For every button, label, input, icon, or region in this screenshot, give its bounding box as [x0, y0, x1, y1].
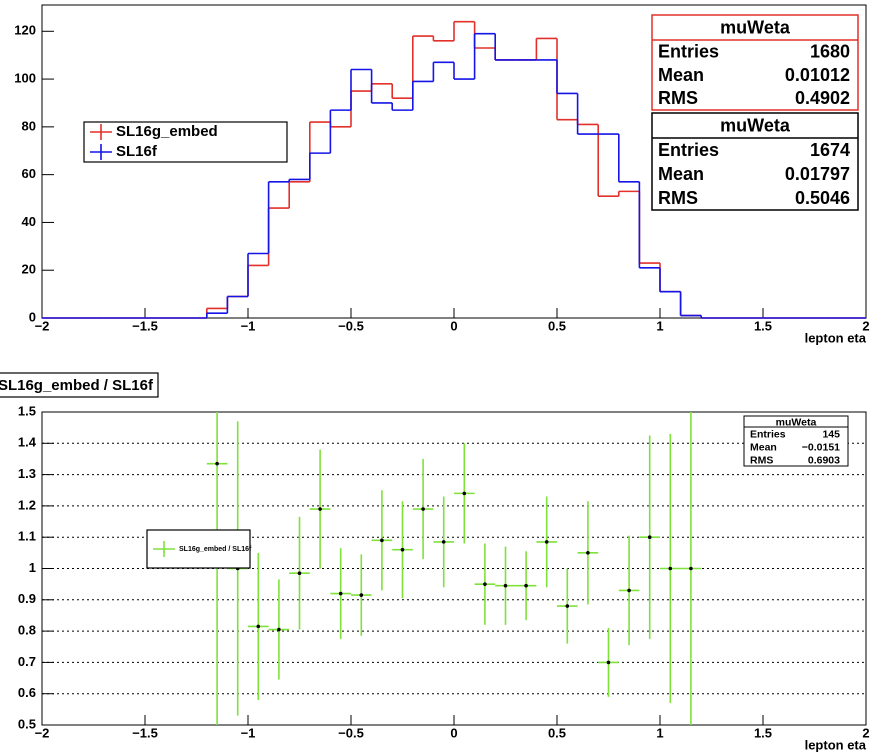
y-tick-label: 0.6 [18, 685, 36, 700]
x-axis-label: lepton eta [805, 737, 867, 752]
stats-box [651, 112, 859, 211]
stats-value: 1674 [810, 140, 850, 160]
stats-value: 0.01797 [785, 164, 850, 184]
y-tick-label: 0 [29, 309, 36, 324]
title-box [0, 372, 159, 398]
data-point [689, 566, 693, 571]
legend-label: SL16g_embed [116, 123, 218, 140]
y-tick-label: 0.7 [18, 654, 36, 669]
x-tick-label: −1.5 [132, 725, 158, 740]
data-point [338, 591, 343, 596]
y-tick-label: 120 [14, 23, 36, 38]
data-point [462, 491, 467, 496]
legend-label: SL16g_embed / SL16f [179, 546, 252, 553]
data-point [277, 627, 281, 632]
x-tick-label: 2 [862, 318, 869, 333]
data-point [441, 540, 446, 544]
y-tick-label: 20 [22, 262, 36, 277]
data-point [400, 547, 405, 552]
stats-label: Entries [658, 140, 719, 160]
data-point [297, 571, 302, 575]
y-tick-label: 1.2 [18, 497, 36, 512]
stats-label: Mean [750, 441, 777, 453]
x-tick-label: −1 [241, 318, 256, 333]
data-point [544, 540, 549, 544]
data-point [565, 604, 570, 608]
x-tick-label: −1 [241, 725, 256, 740]
stats-label: Mean [658, 65, 704, 85]
chart-title: SL16g_embed / SL16f [0, 377, 154, 394]
data-point [606, 660, 611, 665]
data-point [215, 461, 219, 466]
stats-value: 0.6903 [808, 454, 840, 466]
data-point [421, 507, 425, 511]
stats-value: 1680 [810, 41, 850, 61]
stats-label: Mean [658, 164, 704, 184]
y-tick-label: 60 [22, 166, 36, 181]
data-point [380, 538, 384, 543]
x-tick-label: 0.5 [548, 725, 566, 740]
stats-label: RMS [658, 88, 698, 108]
x-tick-label: 0 [450, 725, 457, 740]
x-tick-label: −0.5 [338, 725, 364, 740]
stats-label: Entries [658, 41, 719, 61]
y-tick-label: 80 [22, 118, 36, 133]
y-tick-label: 0.5 [18, 716, 36, 731]
data-point [503, 583, 508, 588]
data-point [256, 624, 261, 629]
y-tick-label: 1.3 [18, 466, 36, 481]
data-point [586, 551, 590, 555]
legend-label: SL16f [116, 143, 158, 160]
stats-value: 0.5046 [795, 188, 850, 208]
y-tick-label: 100 [14, 71, 36, 86]
stats-label: Entries [750, 428, 786, 440]
data-point [627, 588, 631, 593]
stats-title: muWeta [720, 17, 791, 37]
stats-value: 145 [822, 428, 840, 440]
x-tick-label: −0.5 [338, 318, 364, 333]
y-tick-label: 1.1 [18, 529, 36, 544]
legend-box [83, 121, 288, 163]
stats-value: 0.01012 [785, 65, 850, 85]
data-point [483, 582, 487, 586]
stats-label: RMS [658, 188, 698, 208]
data-point [524, 583, 528, 588]
x-tick-label: 1 [656, 318, 663, 333]
x-tick-label: −2 [35, 725, 50, 740]
stats-title: muWeta [776, 416, 817, 428]
y-tick-label: 0.8 [18, 623, 36, 638]
y-tick-label: 1.4 [18, 435, 37, 450]
y-tick-label: 1.5 [18, 403, 36, 418]
stats-title: muWeta [720, 115, 791, 135]
data-point [647, 535, 652, 539]
y-tick-label: 1 [29, 560, 36, 575]
x-tick-label: 1.5 [754, 318, 772, 333]
stats-box [743, 415, 849, 467]
stats-label: RMS [750, 454, 773, 466]
stats-box [651, 14, 859, 111]
x-tick-label: 0 [450, 318, 457, 333]
x-tick-label: −1.5 [132, 318, 158, 333]
data-point [359, 593, 364, 597]
y-tick-label: 40 [22, 214, 36, 229]
x-tick-label: 1 [656, 725, 663, 740]
stats-value: 0.4902 [795, 88, 850, 108]
x-tick-label: 1.5 [754, 725, 772, 740]
x-tick-label: 2 [862, 725, 869, 740]
y-tick-label: 0.9 [18, 591, 36, 606]
x-tick-label: −2 [35, 318, 50, 333]
data-point [318, 507, 322, 511]
data-point [668, 566, 673, 571]
stats-value: −0.0151 [802, 441, 840, 453]
x-axis-label: lepton eta [805, 330, 867, 345]
x-tick-label: 0.5 [548, 318, 566, 333]
